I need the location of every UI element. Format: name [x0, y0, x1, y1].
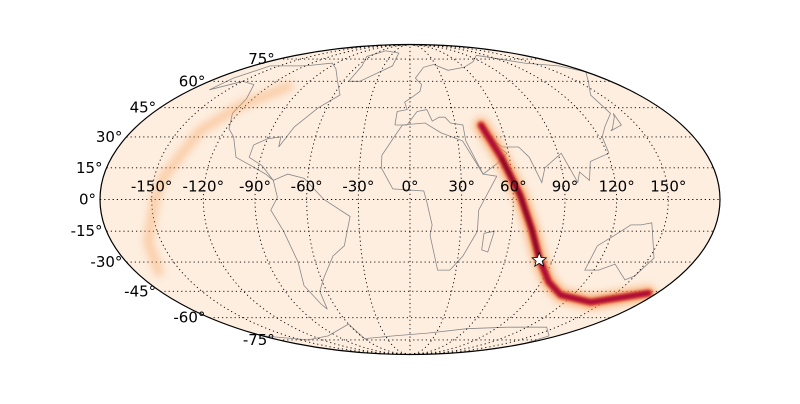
longitude-label: 0°	[401, 178, 418, 196]
continent-outline	[262, 323, 550, 345]
latitude-label: 0°	[79, 191, 96, 209]
meridian-line	[151, 44, 411, 355]
longitude-label: -90°	[239, 178, 271, 196]
map-border	[99, 43, 721, 356]
meridian-line	[357, 44, 411, 355]
longitude-label: -60°	[291, 178, 323, 196]
longitude-labels: -150° -120° -90° -60° -30° 0° 30° 60° 90° 120° 150…	[131, 178, 687, 196]
longitude-label: 60°	[500, 178, 527, 196]
star-icon	[531, 251, 548, 268]
map-background	[100, 44, 720, 355]
longitude-label: -150°	[131, 178, 173, 196]
latitude-label: 45°	[130, 99, 157, 117]
meridian-line	[409, 44, 463, 355]
graticule	[100, 44, 720, 355]
longitude-label: 150°	[650, 178, 686, 196]
latitude-label: -45°	[124, 282, 156, 300]
longitude-label: -120°	[183, 178, 225, 196]
latitude-label: 15°	[76, 159, 103, 177]
continent-outline	[481, 230, 495, 253]
latitude-label: -15°	[71, 222, 103, 240]
longitude-label: 90°	[552, 178, 579, 196]
latitude-label: -60°	[173, 309, 205, 327]
latitude-label: 60°	[179, 72, 206, 90]
faint-probability-arc	[143, 81, 294, 277]
latitude-labels: 75° 60° 45° 30° 15° 0° -15° -30°-45° -60° -75°	[71, 50, 275, 349]
star-marker	[531, 251, 548, 268]
latitude-label: 30°	[96, 128, 123, 146]
continent-outline	[584, 222, 655, 281]
longitude-label: 30°	[448, 178, 475, 196]
latitude-label: -30°	[90, 253, 122, 271]
probability-arc-peak	[500, 156, 540, 259]
meridian-line	[409, 44, 669, 355]
longitude-label: -30°	[342, 178, 374, 196]
latitude-label: 75°	[248, 50, 275, 68]
continent-outline	[394, 54, 611, 184]
longitude-label: 120°	[599, 178, 635, 196]
latitude-label: -75°	[243, 331, 275, 349]
continent-outline	[610, 113, 622, 132]
continent-outline	[348, 50, 400, 82]
